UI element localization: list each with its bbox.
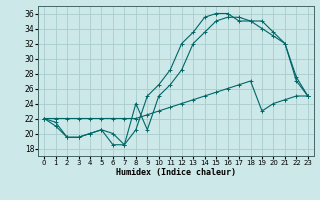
X-axis label: Humidex (Indice chaleur): Humidex (Indice chaleur) [116, 168, 236, 177]
